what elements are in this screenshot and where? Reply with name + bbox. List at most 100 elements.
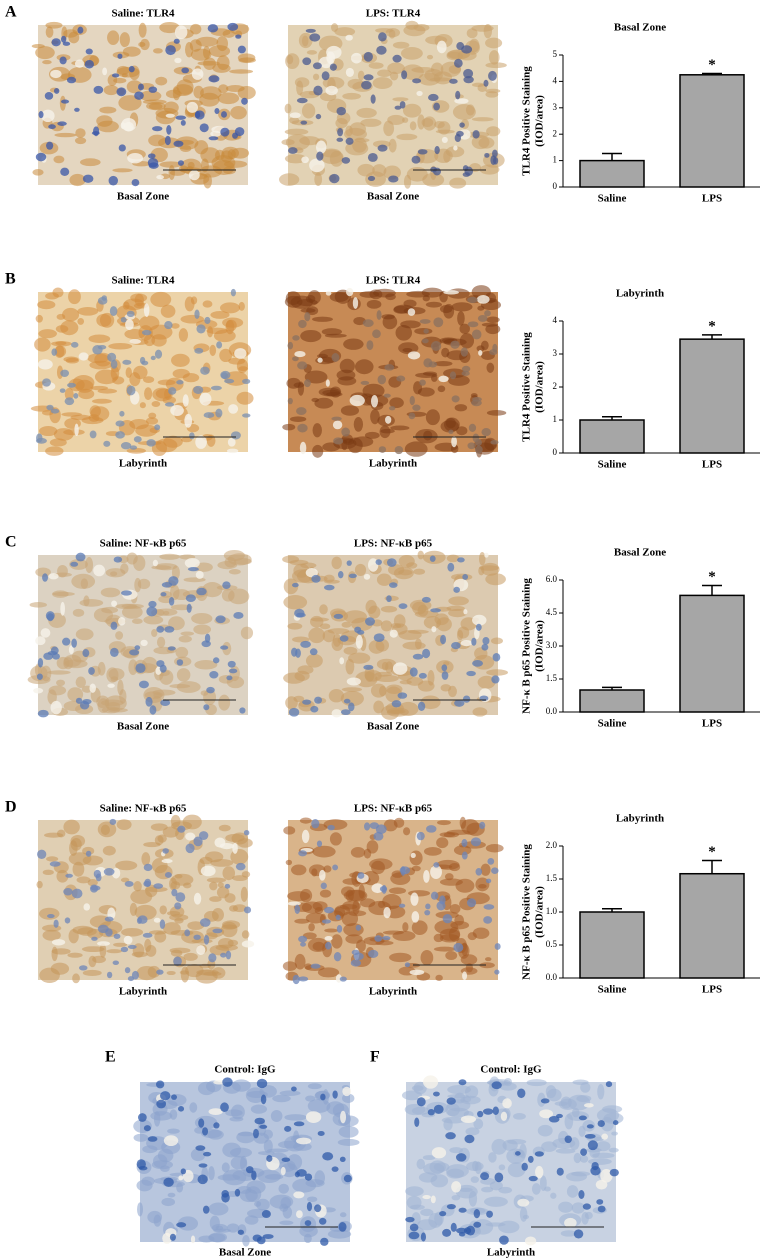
- stain: [200, 147, 220, 163]
- stain: [580, 1082, 591, 1093]
- space: [37, 359, 53, 370]
- nucleus: [42, 573, 49, 582]
- stain: [472, 1160, 479, 1172]
- stain: [321, 328, 343, 336]
- image-caption: Labyrinth: [369, 458, 417, 470]
- nucleus: [193, 934, 201, 940]
- stain: [555, 1148, 576, 1154]
- nucleus: [109, 818, 117, 825]
- nucleus: [105, 928, 113, 937]
- stain: [413, 1081, 427, 1095]
- x-tick-label: Saline: [598, 984, 627, 996]
- nucleus: [176, 1222, 187, 1228]
- nucleus: [203, 704, 210, 711]
- nucleus: [227, 660, 236, 668]
- error-bar: [702, 859, 722, 874]
- space: [120, 122, 126, 129]
- nucleus: [460, 347, 468, 357]
- stain: [224, 893, 236, 903]
- nucleus: [168, 597, 175, 606]
- stain: [445, 146, 465, 158]
- space: [296, 1137, 312, 1145]
- bar: [579, 911, 645, 979]
- stain: [472, 927, 490, 939]
- space: [107, 907, 116, 920]
- nucleus: [433, 1091, 440, 1097]
- stain: [308, 627, 326, 644]
- nucleus: [367, 175, 376, 181]
- nucleus: [483, 79, 489, 87]
- nucleus: [203, 934, 210, 945]
- nucleus: [212, 928, 223, 934]
- stain: [209, 344, 217, 357]
- nucleus: [376, 310, 382, 320]
- stain: [434, 613, 449, 626]
- nucleus: [442, 914, 453, 924]
- nucleus: [333, 613, 344, 620]
- stain: [390, 872, 411, 885]
- nucleus: [156, 1099, 167, 1109]
- stain: [526, 1079, 547, 1087]
- nucleus: [366, 340, 374, 351]
- nucleus: [176, 659, 184, 666]
- stain: [191, 612, 213, 625]
- stain: [150, 823, 168, 831]
- nucleus: [195, 1145, 206, 1151]
- nucleus: [464, 1134, 475, 1144]
- stain: [76, 876, 91, 884]
- space: [93, 564, 106, 577]
- nucleus: [605, 1081, 613, 1088]
- nucleus: [373, 831, 384, 841]
- stain: [126, 80, 143, 94]
- nucleus: [148, 86, 158, 93]
- nucleus: [165, 45, 176, 56]
- nucleus: [175, 115, 187, 120]
- stain: [79, 599, 104, 607]
- nucleus: [367, 153, 378, 162]
- stain: [389, 397, 404, 409]
- stain: [263, 1129, 273, 1140]
- space: [293, 1191, 305, 1199]
- stain: [122, 605, 143, 619]
- nucleus: [35, 437, 47, 444]
- nucleus: [446, 1097, 456, 1105]
- nucleus: [111, 73, 120, 78]
- space: [416, 90, 423, 96]
- nucleus: [60, 35, 67, 43]
- stain: [433, 933, 444, 943]
- space: [476, 295, 490, 304]
- space: [51, 939, 66, 946]
- stain: [63, 429, 85, 436]
- stain: [56, 656, 70, 670]
- stain: [119, 32, 130, 48]
- nucleus: [311, 818, 320, 829]
- micrograph: [31, 21, 256, 189]
- nucleus: [401, 70, 408, 80]
- nucleus: [118, 144, 126, 152]
- stain: [294, 918, 310, 924]
- stain: [337, 1138, 360, 1146]
- nucleus: [348, 702, 355, 712]
- nucleus: [370, 94, 376, 104]
- stain: [571, 1202, 585, 1214]
- nucleus: [82, 698, 92, 705]
- stain: [479, 962, 495, 969]
- nucleus: [221, 372, 228, 379]
- nucleus: [454, 58, 463, 68]
- stain: [115, 860, 138, 871]
- y-tick-label: 1.5: [546, 673, 558, 683]
- stain: [426, 54, 434, 60]
- nucleus: [110, 647, 119, 657]
- nucleus: [483, 916, 493, 924]
- nucleus: [422, 648, 431, 659]
- nucleus: [168, 387, 177, 395]
- nucleus: [206, 686, 215, 694]
- nucleus: [461, 45, 473, 54]
- stain: [433, 360, 453, 367]
- stain: [237, 85, 256, 100]
- stain: [213, 1228, 231, 1233]
- stain: [485, 573, 506, 586]
- nucleus: [297, 423, 308, 433]
- nucleus: [59, 56, 67, 65]
- nucleus: [449, 371, 457, 380]
